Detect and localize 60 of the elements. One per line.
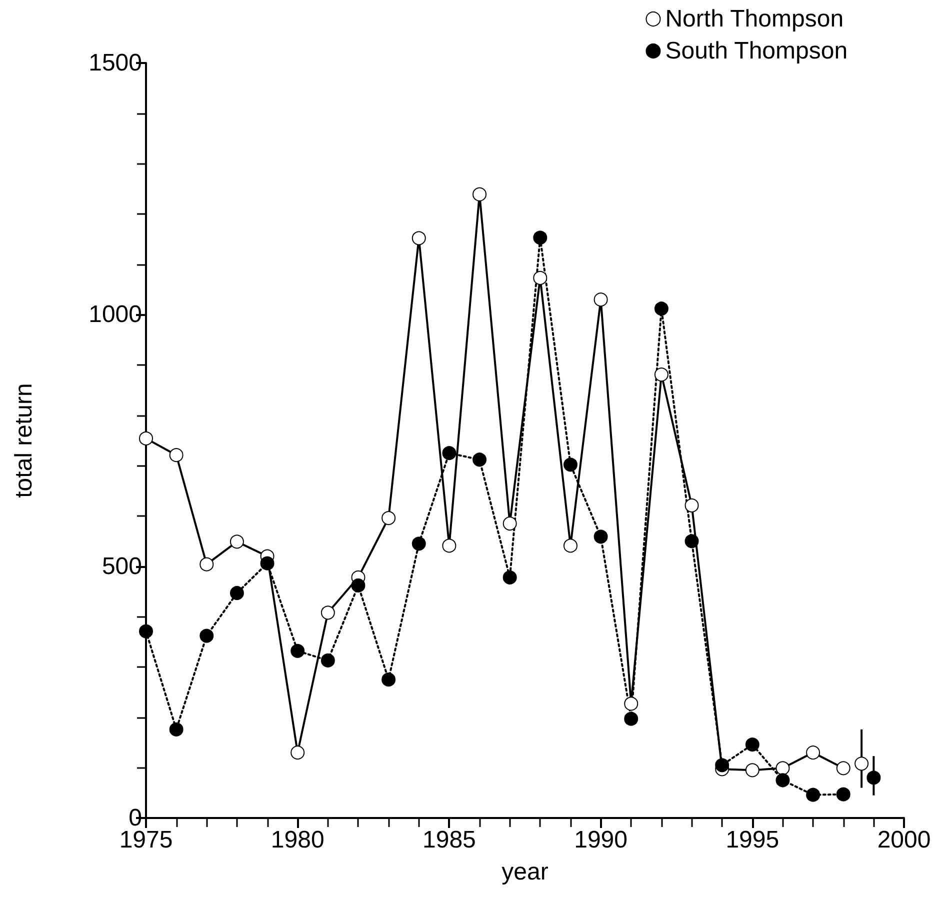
point [654, 302, 668, 316]
point [594, 292, 608, 307]
point [351, 578, 366, 592]
point [200, 557, 214, 572]
point [563, 458, 578, 472]
point [684, 498, 699, 512]
point [854, 756, 869, 771]
point [169, 722, 184, 736]
point [139, 431, 153, 446]
y-tick-label: 500 [102, 552, 142, 580]
point [412, 231, 426, 246]
point [684, 534, 699, 548]
x-tick-label: 1995 [726, 826, 780, 854]
x-tick-label: 1990 [574, 826, 628, 854]
point [563, 538, 578, 553]
x-tick-label: 2000 [877, 826, 931, 854]
point [169, 448, 184, 462]
point [139, 624, 153, 638]
point [320, 606, 335, 620]
point [745, 763, 760, 778]
point [382, 672, 396, 687]
point [806, 788, 820, 802]
point [624, 696, 638, 711]
point [533, 230, 548, 245]
point [412, 536, 426, 551]
point [260, 556, 274, 570]
point [472, 187, 487, 202]
y-axis-title: total return [10, 383, 38, 498]
point [806, 746, 820, 760]
point [715, 758, 730, 772]
point [836, 761, 850, 776]
point [776, 761, 790, 776]
x-tick-label: 1980 [270, 826, 324, 854]
point [442, 446, 456, 460]
point [442, 538, 456, 553]
point [472, 452, 487, 467]
legend-label: South Thompson [665, 38, 848, 64]
point [290, 644, 305, 658]
point [230, 534, 244, 549]
point [320, 653, 335, 668]
x-tick-label: 1985 [422, 826, 476, 854]
point [502, 570, 517, 584]
x-axis-title: year [502, 858, 548, 886]
point [654, 368, 668, 382]
point [290, 746, 305, 760]
point [230, 586, 244, 600]
point [836, 787, 850, 802]
legend-label: North Thompson [665, 6, 844, 32]
point [200, 628, 214, 643]
x-tick-label: 1975 [119, 826, 173, 854]
point [594, 530, 608, 544]
point [866, 770, 881, 785]
point [533, 270, 548, 285]
point [776, 773, 790, 788]
point [624, 712, 638, 726]
point [382, 511, 396, 526]
y-tick-label: 1000 [88, 301, 142, 328]
point [745, 738, 760, 752]
point [502, 516, 517, 531]
y-tick-label: 1500 [88, 50, 142, 76]
